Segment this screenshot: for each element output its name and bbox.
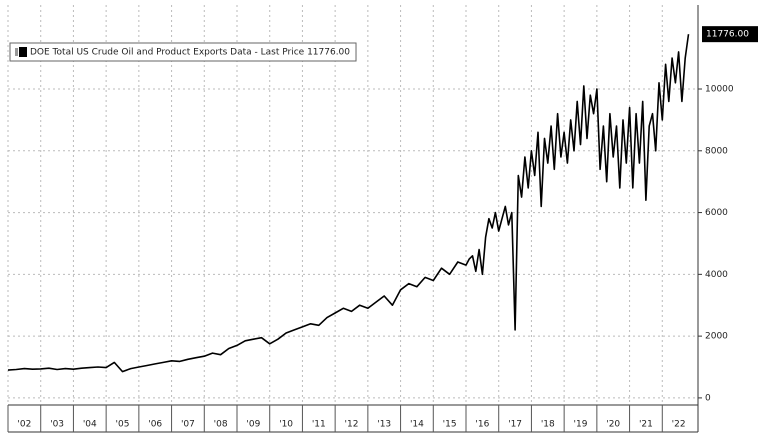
legend-label: DOE Total US Crude Oil and Product Expor… (30, 48, 350, 58)
x-tick-label: '06 (148, 420, 162, 430)
legend-box (9, 42, 357, 62)
last-price-box (702, 26, 758, 43)
legend-swatch (19, 47, 27, 57)
x-tick-label: '08 (214, 420, 228, 430)
x-tick-label: '15 (443, 420, 457, 430)
legend-swatch (15, 48, 18, 56)
x-tick-label: '14 (410, 420, 424, 430)
x-tick-label: '22 (672, 420, 686, 430)
y-tick-label: 8000 (705, 146, 728, 156)
x-tick-label: '12 (345, 420, 359, 430)
x-tick-label: '21 (639, 420, 653, 430)
line (7, 34, 690, 373)
x-tick-label: '07 (181, 420, 195, 430)
x-tick-label: '11 (312, 420, 326, 430)
y-tick-label: 0 (705, 393, 711, 403)
x-tick-label: '20 (606, 420, 620, 430)
x-tick-label: '04 (83, 420, 97, 430)
legend: DOE Total US Crude Oil and Product Expor… (9, 42, 357, 62)
y-tick-label: 10000 (705, 85, 734, 95)
x-tick-label: '03 (50, 420, 64, 430)
last-price-label: 11776.00 (706, 30, 749, 40)
y-tick-label: 2000 (705, 332, 728, 342)
x-tick-label: '13 (377, 420, 391, 430)
x-tick-label: '10 (279, 420, 293, 430)
y-tick-label: 4000 (705, 270, 728, 280)
x-tick-label: '09 (246, 420, 260, 430)
x-tick-label: '19 (574, 420, 588, 430)
x-tick-label: '18 (541, 420, 555, 430)
y-tick-label: 6000 (705, 208, 728, 218)
x-tick-label: '05 (116, 420, 130, 430)
x-tick-label: '16 (475, 420, 489, 430)
x-tick-label: '17 (508, 420, 522, 430)
x-tick-label: '02 (17, 420, 31, 430)
